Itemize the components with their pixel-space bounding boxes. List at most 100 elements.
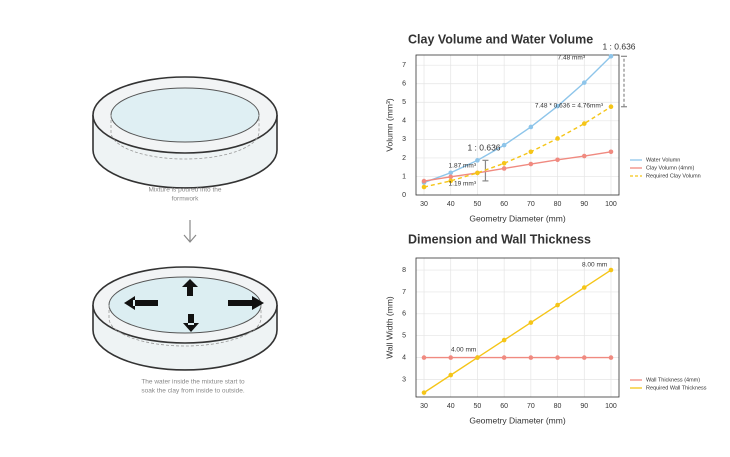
data-point [501,355,507,360]
data-point [528,320,534,325]
down-arrow [183,220,197,243]
data-point [448,170,454,176]
annotation: 1.87 mm³ [449,163,477,170]
data-point [448,372,454,378]
plot-frame [415,54,620,196]
x-tick-label: 50 [474,403,482,410]
x-tick-label: 70 [527,403,535,410]
y-axis-label: Wall Width (mm) [384,296,394,359]
x-tick-label: 100 [605,201,617,208]
data-point [528,149,534,155]
y-tick-label: 7 [402,62,406,69]
caption: Mixture is poured into the [149,187,222,194]
annotation: 1 : 0.636 [467,142,500,152]
annotation: 1.19 mm³ [449,181,477,188]
data-point [608,104,614,110]
x-tick-label: 30 [420,201,428,208]
chart-title: Clay Volume and Water Volume [408,32,593,46]
data-point [528,161,534,167]
data-point [501,142,507,148]
annotation: 7.48 * 0.636 = 4.76mm³ [535,103,604,110]
y-tick-label: 6 [402,311,406,318]
y-tick-label: 1 [402,173,406,180]
data-point [608,149,614,155]
y-tick-label: 4 [402,354,406,361]
x-tick-label: 40 [447,201,455,208]
data-point [528,355,534,360]
data-point [555,103,560,109]
legend-label: Clay Volumn (4mm) [646,165,694,171]
y-tick-label: 3 [402,376,406,383]
data-point [608,267,614,273]
x-tick-label: 90 [580,403,588,410]
annotation: 4.00 mm [451,347,476,354]
data-point [421,355,427,360]
y-tick-label: 2 [402,155,406,162]
data-point [555,302,560,308]
data-point [421,184,427,190]
x-tick-label: 30 [420,403,428,410]
y-tick-label: 8 [402,267,406,274]
data-point [608,355,614,360]
plot-frame [415,257,620,398]
x-tick-label: 40 [447,403,455,410]
formwork-bottom [92,266,278,371]
y-tick-label: 5 [402,99,406,106]
data-point [581,153,587,159]
x-tick-label: 80 [554,403,562,410]
data-point [421,390,427,395]
x-tick-label: 70 [527,201,535,208]
data-point [555,157,560,163]
data-point [555,136,560,141]
data-point [608,53,614,59]
data-point [528,124,534,130]
x-tick-label: 100 [605,403,617,410]
data-point [581,285,587,290]
y-axis-label: Volumn (mm³) [384,98,394,152]
series-line [423,106,612,188]
caption: soak the clay from inside to outside. [141,388,245,395]
y-tick-label: 4 [402,118,406,125]
data-point [555,355,560,360]
data-point [475,355,480,360]
x-tick-label: 60 [500,403,508,410]
formwork-top [92,76,278,189]
x-axis-label: Geometry Diameter (mm) [469,415,566,425]
y-tick-label: 5 [402,333,406,340]
data-point [448,174,454,180]
data-point [581,355,587,360]
legend-label: Required Wall Thickness [646,385,707,391]
data-point [501,166,507,171]
x-tick-label: 60 [500,201,508,208]
x-tick-label: 80 [554,201,562,208]
x-tick-label: 50 [474,201,482,208]
y-tick-label: 7 [402,289,406,296]
data-point [581,80,587,85]
caption: formwork [172,196,199,203]
caption: The water inside the mixture start to [141,379,245,386]
charts: Clay Volume and Water Volume 0 1 2 3 4 5 6 7 30 40… [384,32,707,425]
legend-label: Water Volumn [646,157,680,163]
data-point [448,355,454,360]
legend-label: Wall Thickness (4mm) [646,377,700,383]
x-tick-label: 90 [580,201,588,208]
series-line [423,55,612,184]
data-point [475,158,480,163]
data-point [421,178,427,184]
annotation: 1 : 0.636 [602,41,635,51]
y-tick-label: 3 [402,136,406,143]
y-tick-label: 6 [402,81,406,88]
data-point [475,170,480,176]
annotation: 8.00 mm [582,262,607,269]
series-line [423,151,612,182]
legend-label: Required Clay Volumn [646,173,701,179]
data-point [581,121,587,126]
annotation: 7.48 mm³ [558,55,586,62]
data-point [448,178,454,184]
data-point [501,160,507,166]
y-tick-label: 0 [402,192,406,199]
chart-title: Dimension and Wall Thickness [408,232,591,246]
data-point [501,337,507,343]
series-line [423,269,612,394]
